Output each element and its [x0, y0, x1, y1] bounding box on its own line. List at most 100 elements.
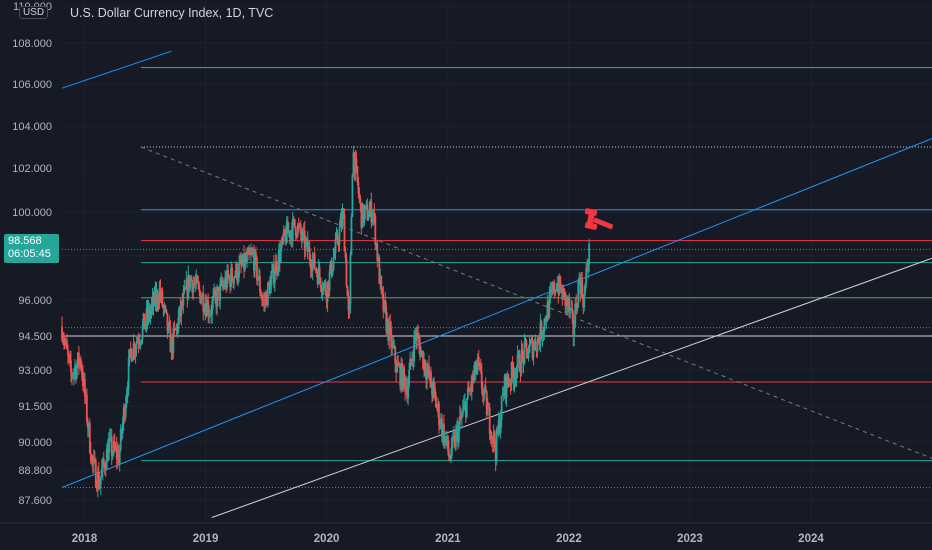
candle-body	[327, 281, 330, 291]
candle-body	[128, 348, 131, 359]
candle-body	[544, 318, 547, 323]
candle-body	[285, 221, 288, 243]
candle-body	[257, 279, 259, 281]
candle-body	[449, 456, 451, 461]
candle-body	[167, 323, 170, 332]
last-price: 98.568	[8, 235, 42, 247]
candle-body	[476, 357, 479, 367]
candle-body	[93, 458, 96, 461]
currency-badge[interactable]: USD	[19, 6, 49, 19]
candle-body	[507, 382, 510, 385]
candle-body	[314, 269, 317, 271]
candle-body	[287, 230, 290, 234]
candle-body	[577, 281, 580, 308]
candle-body	[418, 337, 420, 345]
candle-body	[175, 325, 178, 330]
candle-body	[263, 300, 265, 302]
candle-body	[565, 297, 568, 306]
candle-body	[419, 344, 421, 358]
candle-body	[537, 338, 540, 342]
candle-body	[196, 276, 199, 282]
candle-body	[225, 277, 228, 288]
candle-body	[82, 378, 85, 387]
time-axis[interactable]: 2018 2019 2020 2021 2022 2023 2024	[72, 533, 825, 545]
candle-body	[492, 432, 495, 443]
candle-body	[166, 312, 169, 332]
candle-body	[412, 359, 415, 362]
gavel-alert-icon[interactable]	[584, 208, 618, 234]
candle-body	[97, 471, 100, 489]
candle-body	[457, 424, 460, 443]
candle-body	[510, 362, 513, 385]
candle-body	[260, 291, 262, 297]
candle-body	[206, 300, 209, 316]
candle-body	[388, 323, 391, 341]
candle-body	[218, 286, 221, 301]
candle-body	[360, 203, 363, 229]
symbol-title[interactable]: U.S. Dollar Currency Index, 1D, TVC	[70, 6, 274, 20]
candle-body	[571, 308, 574, 314]
candle-body	[369, 201, 372, 211]
candle-body	[351, 174, 354, 217]
candle-body	[249, 254, 251, 256]
candle-body	[134, 348, 137, 354]
candle-body	[374, 215, 377, 245]
candle-body	[103, 463, 106, 469]
candle-body	[386, 319, 389, 332]
candle-body	[390, 328, 393, 348]
candle-body	[217, 286, 220, 289]
candle-body	[346, 286, 349, 297]
candle-body	[98, 484, 101, 489]
trendline	[140, 146, 932, 459]
candle-body	[280, 238, 283, 248]
candle-body	[181, 301, 184, 306]
candle-body	[205, 303, 208, 316]
candle-body	[585, 268, 588, 285]
candle-body	[381, 288, 384, 294]
candle-body	[255, 252, 257, 258]
candle-body	[256, 257, 258, 281]
candle-body	[488, 407, 491, 434]
candle-body	[498, 419, 501, 433]
candle-body	[73, 371, 75, 376]
candle-body	[83, 378, 86, 397]
candle-body	[446, 435, 448, 441]
candle-body	[131, 357, 134, 362]
candle-body	[150, 304, 153, 311]
candle-body	[552, 282, 555, 291]
candle-body	[455, 426, 458, 432]
candle-body	[493, 432, 496, 448]
grid	[62, 0, 932, 523]
candle-body	[140, 339, 143, 343]
candle-body	[94, 460, 97, 487]
candle-body	[469, 389, 472, 391]
candle-body	[207, 300, 210, 315]
x-tick-label: 2018	[72, 533, 98, 545]
candle-body	[324, 282, 327, 295]
candle-body	[491, 436, 494, 443]
candle-body	[341, 211, 344, 226]
price-axis[interactable]: 110.000108.000106.000104.000102.000100.0…	[12, 1, 52, 507]
candle-body	[187, 274, 190, 298]
candle-body	[120, 429, 123, 434]
bar-countdown: 06:05:45	[8, 248, 51, 260]
candle-body	[367, 217, 370, 221]
candle-body	[155, 291, 158, 304]
candle-body	[171, 339, 174, 353]
candle-body	[527, 352, 530, 359]
candle-body	[243, 253, 245, 270]
candle-body	[485, 391, 488, 416]
candle-body	[91, 456, 94, 464]
candle-body	[517, 353, 520, 355]
candle-body	[541, 334, 544, 339]
candle-body	[118, 450, 121, 464]
candle-body	[358, 193, 361, 199]
candle-body	[252, 252, 254, 254]
y-tick-label: 100.000	[12, 207, 52, 219]
candle-body	[318, 267, 321, 279]
candle-body	[331, 269, 334, 276]
candle-body	[246, 254, 248, 262]
candle-body	[436, 407, 438, 409]
candle-body	[578, 277, 581, 282]
